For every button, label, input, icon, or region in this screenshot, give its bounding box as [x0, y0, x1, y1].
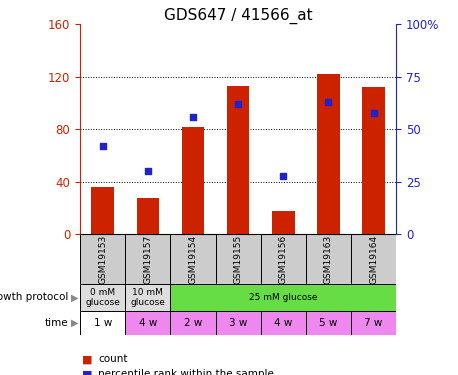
Point — [325, 99, 332, 105]
Bar — [216, 311, 261, 335]
Bar — [182, 127, 204, 234]
Bar — [306, 311, 351, 335]
Bar — [170, 234, 216, 284]
Bar — [317, 74, 340, 234]
Point — [144, 168, 152, 174]
Text: 7 w: 7 w — [365, 318, 383, 328]
Text: GSM19164: GSM19164 — [369, 234, 378, 284]
Text: ■: ■ — [82, 354, 93, 364]
Text: GSM19157: GSM19157 — [143, 234, 153, 284]
Text: GSM19154: GSM19154 — [189, 234, 197, 284]
Text: 4 w: 4 w — [274, 318, 293, 328]
Text: 1 w: 1 w — [93, 318, 112, 328]
Text: GSM19156: GSM19156 — [279, 234, 288, 284]
Text: GSM19163: GSM19163 — [324, 234, 333, 284]
Text: ▶: ▶ — [71, 318, 78, 328]
Text: 0 mM
glucose: 0 mM glucose — [85, 288, 120, 307]
Bar — [261, 311, 306, 335]
Bar — [306, 234, 351, 284]
Text: growth protocol: growth protocol — [0, 292, 69, 302]
Point — [234, 101, 242, 107]
Bar — [80, 284, 125, 311]
Bar — [272, 211, 294, 234]
Text: percentile rank within the sample: percentile rank within the sample — [98, 369, 274, 375]
Text: count: count — [98, 354, 128, 364]
Text: 4 w: 4 w — [139, 318, 157, 328]
Point — [99, 143, 106, 149]
Bar — [227, 86, 250, 234]
Point — [280, 172, 287, 178]
Point — [370, 110, 377, 116]
Bar — [136, 198, 159, 234]
Text: ■: ■ — [82, 369, 93, 375]
Title: GDS647 / 41566_at: GDS647 / 41566_at — [164, 8, 312, 24]
Point — [189, 114, 196, 120]
Text: GSM19155: GSM19155 — [234, 234, 243, 284]
Text: 25 mM glucose: 25 mM glucose — [249, 293, 317, 302]
Text: 10 mM
glucose: 10 mM glucose — [131, 288, 165, 307]
Text: 5 w: 5 w — [319, 318, 338, 328]
Bar — [170, 311, 216, 335]
Bar — [125, 234, 170, 284]
Bar — [170, 284, 396, 311]
Bar — [125, 311, 170, 335]
Bar — [351, 311, 396, 335]
Bar — [362, 87, 385, 234]
Bar — [80, 234, 125, 284]
Bar — [92, 187, 114, 234]
Text: 2 w: 2 w — [184, 318, 202, 328]
Bar — [125, 284, 170, 311]
Bar — [351, 234, 396, 284]
Text: 3 w: 3 w — [229, 318, 247, 328]
Text: GSM19153: GSM19153 — [98, 234, 107, 284]
Text: ▶: ▶ — [71, 292, 78, 302]
Bar — [80, 311, 125, 335]
Text: time: time — [45, 318, 69, 328]
Bar — [261, 234, 306, 284]
Bar — [216, 234, 261, 284]
